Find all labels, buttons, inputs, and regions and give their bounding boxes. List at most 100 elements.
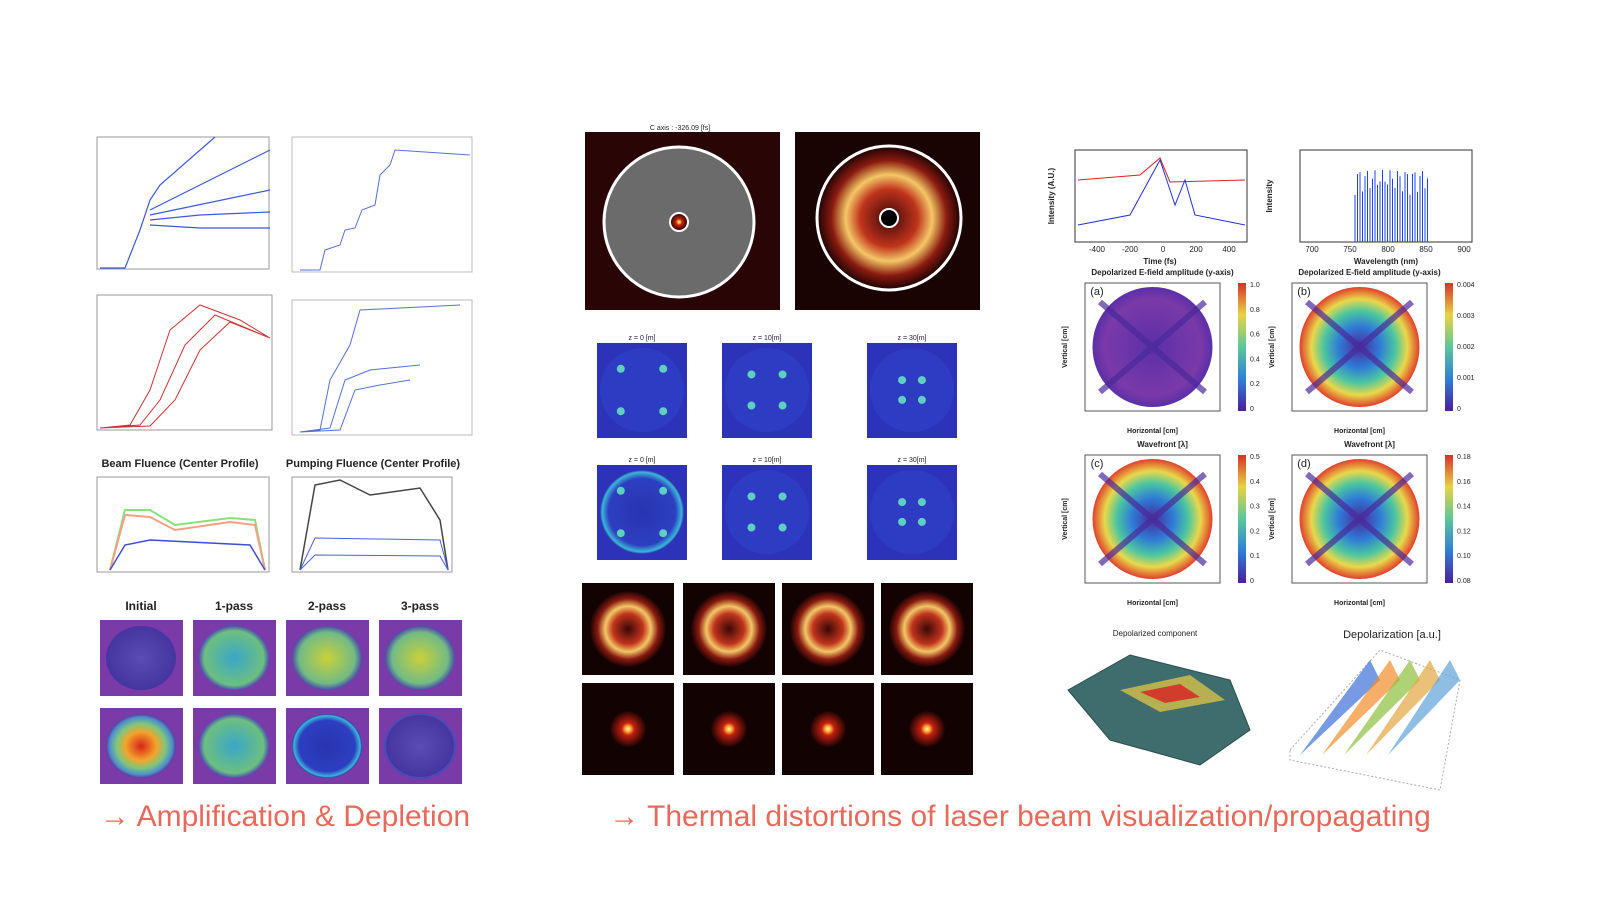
image — [659, 529, 668, 538]
axis-label: Intensity — [1265, 179, 1274, 212]
colorbar-label: 0.3 — [1250, 504, 1260, 511]
plot-frame — [291, 299, 473, 436]
colorbar-label: 0.16 — [1457, 479, 1471, 486]
image — [384, 713, 456, 779]
image — [600, 348, 684, 432]
image — [1098, 471, 1207, 567]
x-tick-label: 200 — [1189, 245, 1203, 254]
left-figures — [96, 136, 473, 573]
z-label: z = 30[m] — [898, 335, 927, 342]
image — [659, 364, 668, 373]
panel-title: Wavefront [λ] — [1137, 440, 1188, 449]
z-label: z = 10[m] — [753, 335, 782, 342]
image — [870, 348, 954, 432]
image — [1322, 660, 1400, 755]
image — [199, 626, 269, 690]
image — [917, 498, 926, 507]
image — [1388, 660, 1460, 755]
colorbar-label: 0.5 — [1250, 454, 1260, 461]
plot-lines — [99, 304, 271, 429]
image — [879, 208, 899, 228]
x-tick-label: 750 — [1343, 245, 1357, 254]
axis-label: Horizontal [cm] — [1127, 428, 1178, 435]
colorbar-label: 0.8 — [1250, 307, 1260, 314]
z-label: z = 0 [m] — [628, 457, 655, 464]
axis-label: Vertical [cm] — [1269, 498, 1276, 540]
panel-tag: (a) — [1090, 286, 1103, 298]
image — [778, 401, 787, 410]
plot-frame — [1074, 149, 1248, 243]
panel-tag: (b) — [1297, 286, 1310, 298]
axis-label: Vertical [cm] — [1269, 326, 1276, 368]
x-tick-label: 900 — [1457, 245, 1471, 254]
axis-label: Horizontal [cm] — [1334, 600, 1385, 607]
image — [725, 348, 809, 432]
image — [1098, 299, 1207, 395]
colorbar-label: 0.4 — [1250, 356, 1260, 363]
plot-title: Depolarized component — [1113, 629, 1198, 638]
image — [691, 591, 767, 667]
colorbar-label: 0.003 — [1457, 313, 1475, 320]
image — [898, 517, 907, 526]
image — [1305, 299, 1414, 395]
image — [747, 401, 756, 410]
axis-label: Vertical [cm] — [1062, 498, 1069, 540]
colorbar-label: 0 — [1250, 578, 1254, 585]
z-label: z = 10[m] — [753, 457, 782, 464]
axis-label: Intensity (A.U.) — [1047, 167, 1056, 224]
image — [747, 492, 756, 501]
pass-label: Initial — [125, 599, 156, 613]
axis-label: Wavelength (nm) — [1354, 257, 1418, 266]
image — [870, 470, 954, 554]
colorbar-label: 1.0 — [1250, 282, 1260, 289]
panel-title: Wavefront [λ] — [1344, 440, 1395, 449]
image — [747, 370, 756, 379]
panel-title: Depolarized E-field amplitude (y-axis) — [1298, 268, 1441, 277]
image — [778, 523, 787, 532]
pass-label: 2-pass — [308, 599, 346, 613]
colorbar-label: 0.004 — [1457, 282, 1475, 289]
image — [616, 486, 625, 495]
plot-frame — [291, 136, 473, 273]
plot-lines — [109, 513, 266, 571]
plot-lines — [109, 509, 266, 571]
image — [917, 517, 926, 526]
colorbar-label: 0.2 — [1250, 381, 1260, 388]
plot-frame — [96, 294, 273, 431]
image — [1344, 660, 1420, 755]
axis-label: Vertical [cm] — [1062, 326, 1069, 368]
x-tick-label: 800 — [1381, 245, 1395, 254]
axis-label: Time (fs) — [1143, 257, 1177, 266]
plot-lines — [299, 304, 461, 433]
colorbar — [1445, 455, 1453, 583]
image — [106, 714, 176, 778]
image — [898, 395, 907, 404]
panel-tag: (d) — [1297, 458, 1310, 470]
z-label: z = 0 [m] — [628, 335, 655, 342]
plot-lines — [299, 479, 449, 571]
colorbar-label: 0.08 — [1457, 578, 1471, 585]
colorbar-label: 0.12 — [1457, 528, 1471, 535]
image — [725, 470, 809, 554]
colorbar — [1445, 283, 1453, 411]
image — [909, 711, 945, 747]
image — [1140, 684, 1200, 703]
image — [917, 395, 926, 404]
image — [292, 714, 362, 778]
image — [385, 626, 455, 690]
image — [1305, 471, 1414, 567]
colorbar — [1238, 283, 1246, 411]
axis-label: Horizontal [cm] — [1334, 428, 1385, 435]
x-tick-label: 0 — [1161, 245, 1166, 254]
pass-label: 3-pass — [401, 599, 439, 613]
image — [898, 498, 907, 507]
colorbar — [1238, 455, 1246, 583]
colorbar-label: 0.14 — [1457, 504, 1471, 511]
x-tick-label: 400 — [1222, 245, 1236, 254]
image — [1289, 649, 1461, 791]
x-tick-label: -400 — [1089, 245, 1106, 254]
colorbar-label: 0.4 — [1250, 479, 1260, 486]
image — [778, 370, 787, 379]
plot-frame — [96, 136, 270, 270]
